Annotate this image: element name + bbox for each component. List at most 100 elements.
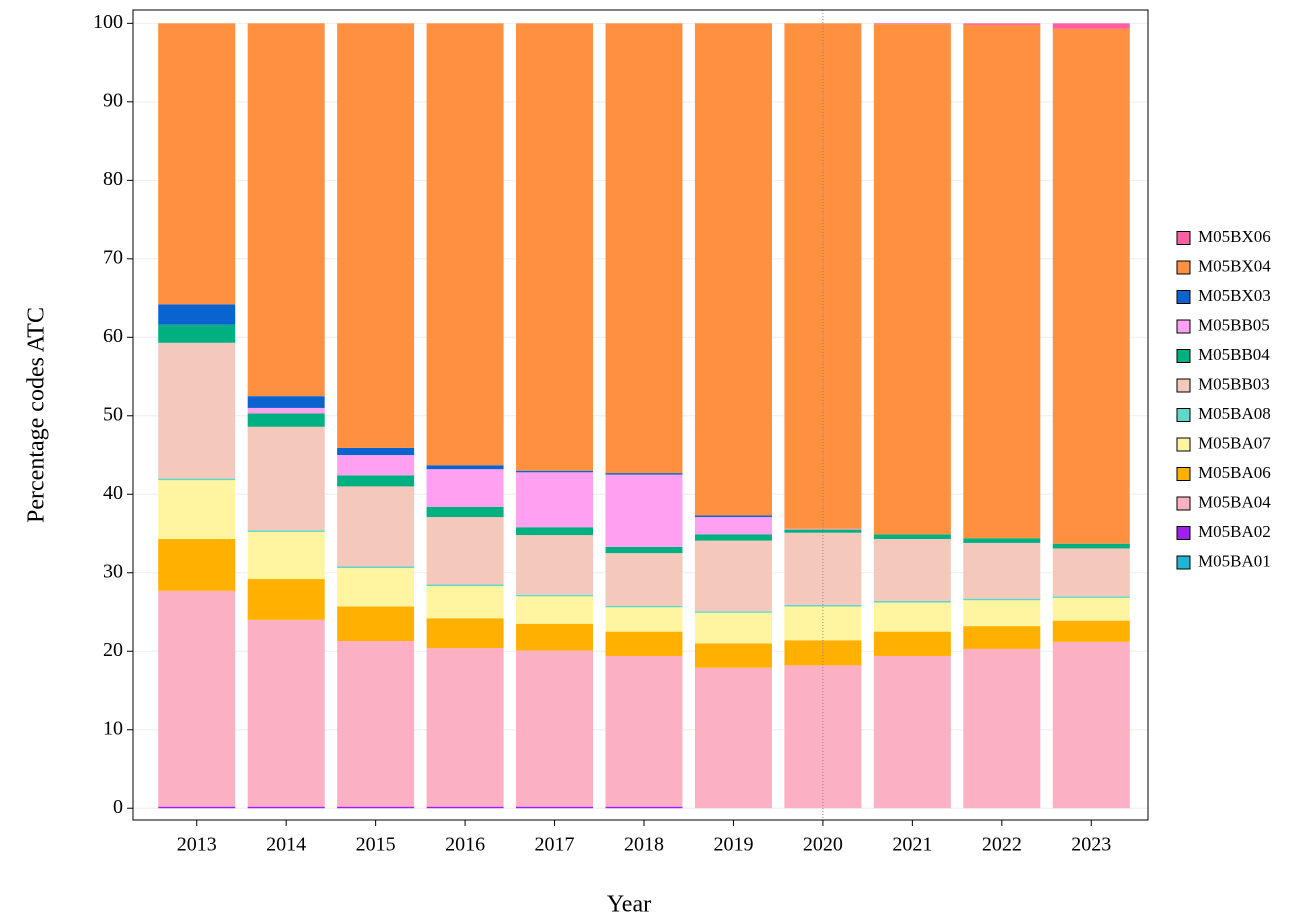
bar-segment xyxy=(337,806,415,809)
bar-segment xyxy=(426,23,504,466)
bar-segment xyxy=(605,546,683,554)
bar-segment xyxy=(963,538,1041,543)
bar-segment xyxy=(1052,543,1130,549)
bar-segment xyxy=(873,602,951,632)
bar-segment xyxy=(605,473,683,475)
bar-segment xyxy=(337,566,415,569)
bar-segment xyxy=(516,472,594,528)
bar-segment xyxy=(605,474,683,547)
bar-segment xyxy=(784,529,862,533)
bar-segment xyxy=(963,542,1041,599)
x-tick-label: 2020 xyxy=(803,834,843,856)
bar-segment xyxy=(516,470,594,473)
y-tick-label: 100 xyxy=(93,11,123,33)
bar-segment xyxy=(337,606,415,642)
y-tick-label: 50 xyxy=(103,403,123,425)
bar-segment xyxy=(516,596,594,624)
legend-swatch xyxy=(1176,378,1191,393)
y-axis-label: Percentage codes ATC xyxy=(24,307,50,523)
legend-swatch xyxy=(1176,555,1191,570)
bar-segment xyxy=(158,539,236,591)
legend-label: M05BB03 xyxy=(1198,374,1270,393)
x-tick-label: 2018 xyxy=(624,834,664,856)
bar-segment xyxy=(605,553,683,606)
bar-segment xyxy=(158,590,236,807)
x-axis-label: Year xyxy=(607,892,651,918)
bar-segment xyxy=(247,579,325,620)
x-tick-label: 2015 xyxy=(356,834,396,856)
bar-segment xyxy=(247,407,325,414)
y-tick-label: 30 xyxy=(103,560,123,582)
x-tick-label: 2014 xyxy=(266,834,306,856)
bar-segment xyxy=(784,23,862,529)
bar-segment xyxy=(516,594,594,597)
legend-label: M05BB05 xyxy=(1198,315,1270,334)
bar-segment xyxy=(426,469,504,507)
bar-segment xyxy=(1052,597,1130,621)
bar-segment xyxy=(158,342,236,479)
bar-segment xyxy=(784,606,862,641)
bar-segment xyxy=(1052,28,1130,544)
bar-segment xyxy=(337,455,415,476)
x-tick-label: 2013 xyxy=(177,834,217,856)
legend-swatch xyxy=(1176,260,1191,275)
bar-segment xyxy=(426,648,504,807)
bar-segment xyxy=(337,486,415,567)
bar-segment xyxy=(605,23,683,474)
bar-segment xyxy=(873,539,951,602)
y-tick-label: 60 xyxy=(103,325,123,347)
x-tick-label: 2023 xyxy=(1071,834,1111,856)
bar-segment xyxy=(873,655,951,809)
bar-segment xyxy=(694,611,772,613)
legend-swatch xyxy=(1176,231,1191,245)
bar-segment xyxy=(426,506,504,518)
bar-segment xyxy=(694,540,772,612)
legend-swatch xyxy=(1176,437,1191,452)
bar-segment xyxy=(337,447,415,456)
bar-segment xyxy=(426,584,504,587)
bar-segment xyxy=(516,650,594,807)
bar-segment xyxy=(694,515,772,518)
legend-swatch xyxy=(1176,319,1191,334)
legend-label: M05BX06 xyxy=(1198,227,1271,246)
legend-label: M05BA08 xyxy=(1198,404,1271,423)
legend-label: M05BX04 xyxy=(1198,256,1271,275)
bar-segment xyxy=(873,23,951,25)
bar-segment xyxy=(426,517,504,585)
bar-segment xyxy=(963,626,1041,649)
bar-segment xyxy=(605,655,683,807)
legend-label: M05BA02 xyxy=(1198,522,1271,541)
bar-segment xyxy=(247,531,325,580)
bar-segment xyxy=(694,517,772,535)
x-tick-label: 2021 xyxy=(892,834,932,856)
y-tick-label: 0 xyxy=(113,796,123,818)
bar-segment xyxy=(605,806,683,809)
bar-segment xyxy=(1052,548,1130,597)
bar-segment xyxy=(605,607,683,632)
bar-segment xyxy=(694,612,772,644)
bar-segment xyxy=(247,530,325,532)
bar-segment xyxy=(963,600,1041,627)
bar-segment xyxy=(963,648,1041,809)
x-tick-label: 2017 xyxy=(535,834,575,856)
bar-segment xyxy=(247,396,325,408)
bar-segment xyxy=(247,806,325,809)
legend-swatch xyxy=(1176,496,1191,511)
bar-segment xyxy=(337,568,415,607)
y-tick-label: 80 xyxy=(103,168,123,190)
plot-frame xyxy=(132,9,1149,821)
bar-segment xyxy=(516,527,594,536)
bar-segment xyxy=(426,586,504,619)
y-tick-label: 40 xyxy=(103,482,123,504)
bar-segment xyxy=(516,623,594,651)
legend-swatch xyxy=(1176,467,1191,481)
bar-segment xyxy=(605,605,683,608)
y-tick-label: 90 xyxy=(103,89,123,111)
bar-segment xyxy=(694,643,772,668)
bar-segment xyxy=(1052,23,1130,29)
bar-segment xyxy=(694,534,772,541)
legend-swatch xyxy=(1176,526,1191,540)
bar-segment xyxy=(426,465,504,470)
bar-segment xyxy=(1052,596,1130,598)
